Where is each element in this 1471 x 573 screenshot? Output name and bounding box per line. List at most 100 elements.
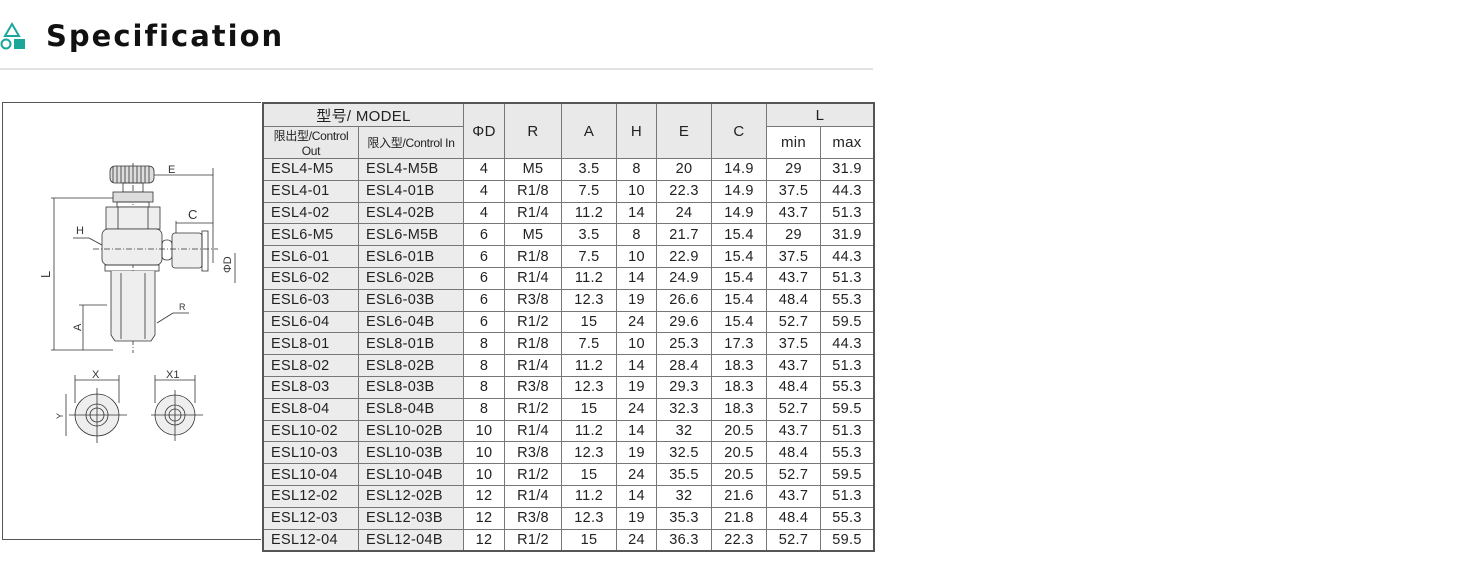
cell-r: R1/2 bbox=[504, 463, 562, 486]
cell-l-min: 43.7 bbox=[766, 419, 821, 443]
cell-e: 22.3 bbox=[656, 179, 712, 203]
cell-e: 25.3 bbox=[656, 332, 712, 356]
cell-l-min: 29 bbox=[766, 158, 821, 181]
cell-e: 29.3 bbox=[656, 375, 712, 399]
model-control-in: ESL10-02B bbox=[358, 419, 464, 443]
model-control-in: ESL10-04B bbox=[358, 463, 464, 486]
cell-l-max: 51.3 bbox=[820, 484, 875, 508]
cell-l-max: 44.3 bbox=[820, 179, 875, 203]
cell-d: 4 bbox=[463, 179, 505, 203]
cell-h: 19 bbox=[616, 375, 657, 399]
table-row: ESL8-04 ESL8-04B 8 R1/2 15 24 32.3 18.3 52.7 59.5 bbox=[262, 397, 875, 421]
cell-l-min: 43.7 bbox=[766, 201, 821, 225]
technical-drawing: E H C ΦD L A bbox=[2, 102, 261, 540]
cell-h: 10 bbox=[616, 179, 657, 203]
cell-e: 24 bbox=[656, 201, 712, 225]
model-control-out: ESL8-04 bbox=[262, 397, 359, 421]
cell-a: 11.2 bbox=[561, 419, 617, 443]
model-control-out: ESL8-01 bbox=[262, 332, 359, 356]
cell-r: R1/4 bbox=[504, 266, 562, 290]
model-control-out: ESL6-01 bbox=[262, 245, 359, 268]
spec-table: 型号/ MODEL ΦD R A H E C L 限出型/Control Out… bbox=[262, 102, 875, 553]
cell-a: 12.3 bbox=[561, 288, 617, 312]
cell-c: 14.9 bbox=[711, 179, 767, 203]
model-control-in: ESL6-M5B bbox=[358, 223, 464, 247]
cell-e: 22.9 bbox=[656, 245, 712, 268]
model-control-out: ESL10-04 bbox=[262, 463, 359, 486]
model-control-in: ESL6-03B bbox=[358, 288, 464, 312]
model-control-out: ESL6-04 bbox=[262, 310, 359, 334]
model-control-in: ESL12-03B bbox=[358, 506, 464, 530]
cell-h: 8 bbox=[616, 223, 657, 247]
cell-h: 24 bbox=[616, 397, 657, 421]
label-l: L bbox=[38, 271, 53, 278]
label-e: E bbox=[168, 164, 175, 176]
cell-l-min: 43.7 bbox=[766, 484, 821, 508]
table-row: ESL6-04 ESL6-04B 6 R1/2 15 24 29.6 15.4 52.7 59.5 bbox=[262, 310, 875, 334]
control-out-header: 限出型/Control Out bbox=[262, 126, 359, 159]
cell-h: 19 bbox=[616, 441, 657, 465]
model-control-in: ESL10-03B bbox=[358, 441, 464, 465]
shapes-icon bbox=[0, 22, 25, 50]
model-control-out: ESL10-03 bbox=[262, 441, 359, 465]
cell-l-min: 29 bbox=[766, 223, 821, 247]
cell-l-min: 52.7 bbox=[766, 310, 821, 334]
cell-c: 20.5 bbox=[711, 463, 767, 486]
label-h: H bbox=[76, 225, 84, 237]
cell-d: 6 bbox=[463, 266, 505, 290]
table-row: ESL4-01 ESL4-01B 4 R1/8 7.5 10 22.3 14.9 37.5 44.… bbox=[262, 179, 875, 203]
cell-h: 14 bbox=[616, 354, 657, 377]
cell-r: R3/8 bbox=[504, 506, 562, 530]
table-row: ESL10-03 ESL10-03B 10 R3/8 12.3 19 32.5 20.5 48.… bbox=[262, 441, 875, 465]
label-y: Y bbox=[55, 413, 65, 419]
cell-e: 29.6 bbox=[656, 310, 712, 334]
model-control-in: ESL8-03B bbox=[358, 375, 464, 399]
table-row: ESL6-M5 ESL6-M5B 6 M5 3.5 8 21.7 15.4 29 31.9 bbox=[262, 223, 875, 247]
table-row: ESL8-02 ESL8-02B 8 R1/4 11.2 14 28.4 18.3 43.7 51… bbox=[262, 354, 875, 377]
cell-h: 10 bbox=[616, 245, 657, 268]
cell-c: 21.6 bbox=[711, 484, 767, 508]
model-control-in: ESL8-01B bbox=[358, 332, 464, 356]
label-x1: X1 bbox=[166, 369, 179, 381]
table-row: ESL12-03 ESL12-03B 12 R3/8 12.3 19 35.3 21.8 48.… bbox=[262, 506, 875, 530]
cell-d: 6 bbox=[463, 310, 505, 334]
cell-r: R1/4 bbox=[504, 354, 562, 377]
label-r: R bbox=[179, 302, 186, 312]
cell-a: 11.2 bbox=[561, 266, 617, 290]
cell-h: 8 bbox=[616, 158, 657, 181]
model-control-in: ESL4-M5B bbox=[358, 158, 464, 181]
cell-a: 7.5 bbox=[561, 332, 617, 356]
cell-l-max: 51.3 bbox=[820, 201, 875, 225]
model-control-out: ESL6-03 bbox=[262, 288, 359, 312]
cell-h: 24 bbox=[616, 463, 657, 486]
cell-a: 15 bbox=[561, 397, 617, 421]
table-row: ESL4-02 ESL4-02B 4 R1/4 11.2 14 24 14.9 43.7 51.3 bbox=[262, 201, 875, 225]
model-control-out: ESL6-M5 bbox=[262, 223, 359, 247]
cell-c: 15.4 bbox=[711, 223, 767, 247]
cell-d: 6 bbox=[463, 288, 505, 312]
cell-d: 10 bbox=[463, 441, 505, 465]
cell-h: 19 bbox=[616, 288, 657, 312]
model-control-in: ESL4-02B bbox=[358, 201, 464, 225]
cell-l-min: 52.7 bbox=[766, 397, 821, 421]
cell-r: R1/4 bbox=[504, 484, 562, 508]
model-control-out: ESL4-M5 bbox=[262, 158, 359, 181]
cell-a: 7.5 bbox=[561, 179, 617, 203]
cell-c: 20.5 bbox=[711, 441, 767, 465]
cell-l-min: 43.7 bbox=[766, 354, 821, 377]
model-control-out: ESL6-02 bbox=[262, 266, 359, 290]
cell-l-max: 59.5 bbox=[820, 528, 875, 552]
cell-h: 10 bbox=[616, 332, 657, 356]
cell-r: R1/2 bbox=[504, 310, 562, 334]
cell-d: 12 bbox=[463, 528, 505, 552]
table-row: ESL12-02 ESL12-02B 12 R1/4 11.2 14 32 21.6 43.7 5… bbox=[262, 484, 875, 508]
cell-e: 32 bbox=[656, 484, 712, 508]
label-d: ΦD bbox=[222, 256, 234, 273]
cell-l-max: 44.3 bbox=[820, 332, 875, 356]
cell-e: 32.5 bbox=[656, 441, 712, 465]
page-title: Specification bbox=[46, 19, 285, 53]
cell-l-max: 51.3 bbox=[820, 266, 875, 290]
model-control-out: ESL12-04 bbox=[262, 528, 359, 552]
cell-e: 35.5 bbox=[656, 463, 712, 486]
model-control-out: ESL8-03 bbox=[262, 375, 359, 399]
